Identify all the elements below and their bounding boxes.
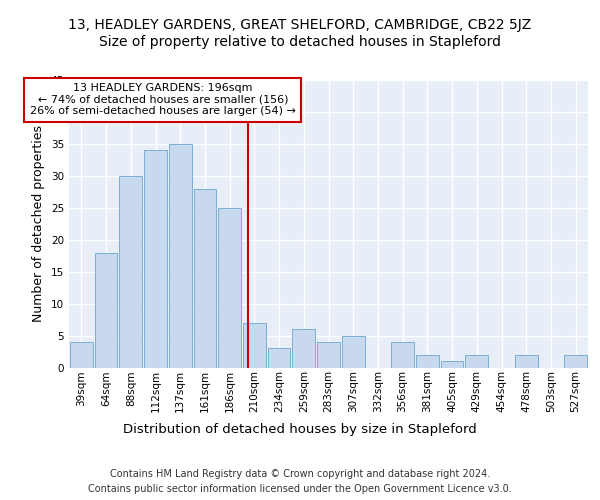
Bar xyxy=(119,176,142,368)
Text: 13 HEADLEY GARDENS: 196sqm
← 74% of detached houses are smaller (156)
26% of sem: 13 HEADLEY GARDENS: 196sqm ← 74% of deta… xyxy=(30,83,296,116)
Text: Size of property relative to detached houses in Stapleford: Size of property relative to detached ho… xyxy=(99,35,501,49)
Bar xyxy=(317,342,340,367)
Bar xyxy=(268,348,290,368)
Bar xyxy=(292,329,315,368)
Bar xyxy=(466,354,488,368)
Bar xyxy=(169,144,191,368)
Bar xyxy=(70,342,93,367)
Bar xyxy=(564,354,587,368)
Text: Contains HM Land Registry data © Crown copyright and database right 2024.: Contains HM Land Registry data © Crown c… xyxy=(110,469,490,479)
Bar xyxy=(95,252,118,368)
Bar xyxy=(515,354,538,368)
Bar xyxy=(243,323,266,368)
Bar xyxy=(416,354,439,368)
Y-axis label: Number of detached properties: Number of detached properties xyxy=(32,125,46,322)
Text: Contains public sector information licensed under the Open Government Licence v3: Contains public sector information licen… xyxy=(88,484,512,494)
Text: 13, HEADLEY GARDENS, GREAT SHELFORD, CAMBRIDGE, CB22 5JZ: 13, HEADLEY GARDENS, GREAT SHELFORD, CAM… xyxy=(68,18,532,32)
Bar xyxy=(391,342,414,367)
Bar xyxy=(218,208,241,368)
Text: Distribution of detached houses by size in Stapleford: Distribution of detached houses by size … xyxy=(123,422,477,436)
Bar xyxy=(144,150,167,368)
Bar xyxy=(194,188,216,368)
Bar xyxy=(342,336,365,368)
Bar xyxy=(441,361,463,368)
